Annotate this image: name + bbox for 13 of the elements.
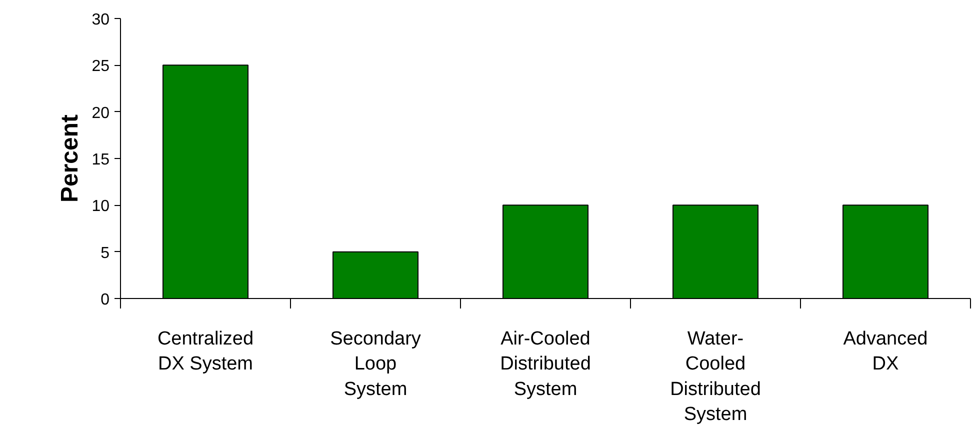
y-tick-label: 10 [92,198,110,216]
y-tick-label: 20 [92,104,110,122]
y-axis-title: Percent [56,114,84,203]
x-tick-label: Water- Cooled Distributed System [670,328,761,426]
x-tick-label: Secondary Loop System [330,328,422,400]
y-tick-label: 0 [100,292,110,308]
x-tick-label: Centralized DX System [157,328,254,375]
y-tick-label: 30 [92,12,110,28]
y-tick-label: 15 [92,152,110,168]
y-tick-label: 5 [100,244,110,262]
x-tick-label: Advanced DX [843,328,928,375]
y-tick-label: 25 [92,58,110,76]
x-tick-label: Air-Cooled Distributed System [500,328,591,400]
